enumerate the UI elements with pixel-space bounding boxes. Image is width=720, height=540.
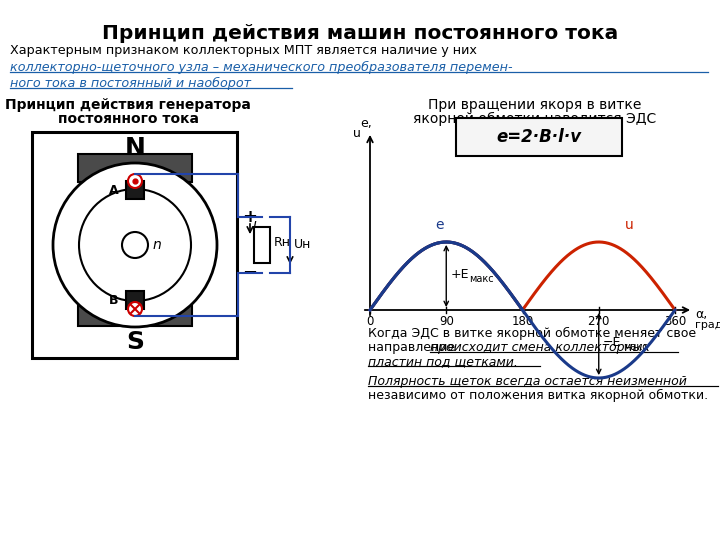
- Text: e,: e,: [360, 117, 372, 130]
- Text: При вращении якоря в витке: При вращении якоря в витке: [428, 98, 642, 112]
- Text: макс: макс: [623, 342, 647, 352]
- Circle shape: [79, 189, 191, 301]
- Circle shape: [128, 302, 142, 316]
- Text: e: e: [435, 218, 444, 232]
- Text: происходит смена коллекторных: происходит смена коллекторных: [430, 341, 650, 354]
- Circle shape: [122, 232, 148, 258]
- Bar: [126, 181, 144, 199]
- Text: +: +: [242, 208, 257, 226]
- FancyBboxPatch shape: [456, 118, 622, 156]
- Text: u: u: [353, 127, 361, 140]
- Text: S: S: [126, 330, 144, 354]
- Circle shape: [53, 163, 217, 327]
- Text: постоянного тока: постоянного тока: [58, 112, 199, 126]
- Text: макс: макс: [469, 274, 494, 284]
- Bar: [78, 298, 192, 326]
- Text: Rн: Rн: [274, 237, 291, 249]
- Text: 360: 360: [664, 315, 686, 328]
- Text: B: B: [109, 294, 119, 307]
- Text: пластин под щетками.: пластин под щетками.: [368, 355, 518, 368]
- Text: +E: +E: [450, 267, 469, 280]
- Text: A: A: [109, 184, 119, 197]
- Text: 0: 0: [366, 315, 374, 328]
- Text: 180: 180: [511, 315, 534, 328]
- Text: коллекторно-щеточного узла – механического преобразователя перемен-: коллекторно-щеточного узла – механическо…: [10, 61, 513, 74]
- Text: 90: 90: [438, 315, 454, 328]
- Text: Uн: Uн: [294, 239, 311, 252]
- Text: n: n: [153, 238, 162, 252]
- Text: −E: −E: [603, 335, 621, 348]
- Text: град: град: [695, 320, 720, 330]
- Text: 270: 270: [588, 315, 610, 328]
- Bar: [78, 154, 192, 182]
- Text: I: I: [253, 220, 257, 233]
- Text: якорной обмотки наводится ЭДС: якорной обмотки наводится ЭДС: [413, 112, 657, 126]
- Text: ного тока в постоянный и наоборот: ного тока в постоянный и наоборот: [10, 77, 251, 90]
- Bar: [254, 227, 270, 263]
- Bar: [126, 291, 144, 309]
- Text: −: −: [242, 264, 257, 282]
- Text: e=2·B·l·v: e=2·B·l·v: [496, 128, 582, 146]
- Bar: [32, 132, 237, 358]
- Text: направление: направление: [368, 341, 459, 354]
- Text: Когда ЭДС в витке якорной обмотке меняет свое: Когда ЭДС в витке якорной обмотке меняет…: [368, 327, 696, 340]
- Text: Полярность щеток всегда остается неизменной: Полярность щеток всегда остается неизмен…: [368, 375, 687, 388]
- Text: u: u: [625, 218, 634, 232]
- Text: N: N: [125, 136, 145, 160]
- Text: независимо от положения витка якорной обмотки.: независимо от положения витка якорной об…: [368, 389, 708, 402]
- Text: Принцип действия генератора: Принцип действия генератора: [5, 98, 251, 112]
- Text: Характерным признаком коллекторных МПТ является наличие у них: Характерным признаком коллекторных МПТ я…: [10, 44, 477, 57]
- Circle shape: [128, 174, 142, 188]
- Text: Принцип действия машин постоянного тока: Принцип действия машин постоянного тока: [102, 24, 618, 43]
- Text: α,: α,: [695, 308, 707, 321]
